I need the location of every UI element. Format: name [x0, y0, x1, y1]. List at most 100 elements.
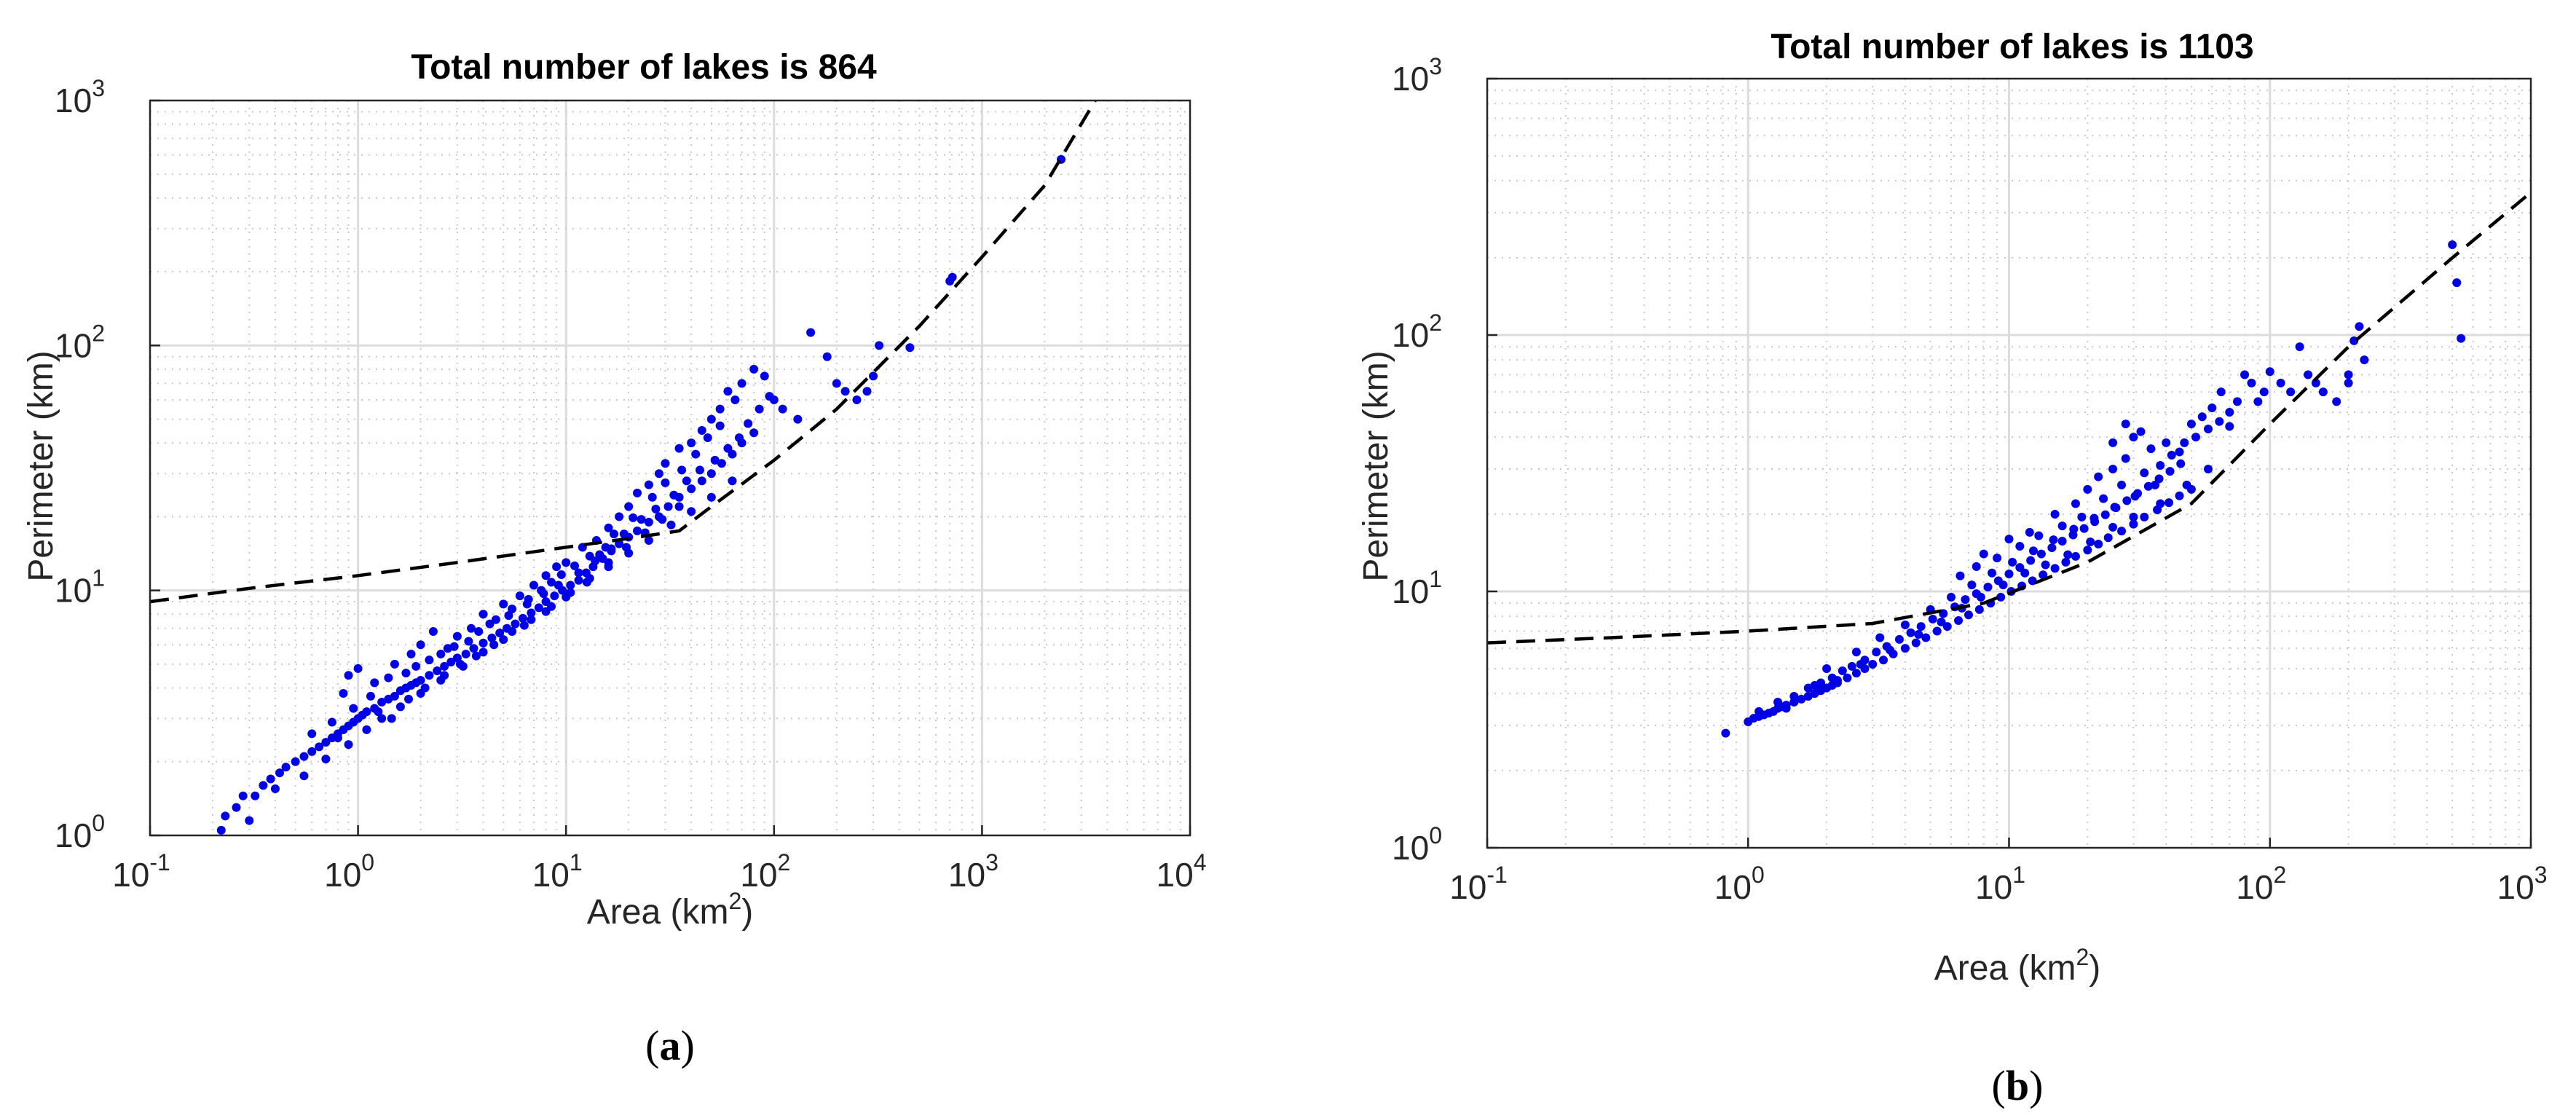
data-point — [832, 379, 841, 388]
data-point — [661, 478, 670, 487]
data-point — [687, 438, 696, 448]
data-point — [1797, 694, 1806, 704]
data-point — [315, 742, 324, 752]
data-point — [2083, 546, 2092, 555]
data-point — [2165, 498, 2174, 508]
data-point — [534, 603, 543, 613]
data-point — [1906, 628, 1915, 637]
data-point — [651, 504, 661, 513]
data-point — [2165, 467, 2175, 476]
data-point — [749, 428, 759, 438]
x-tick-base: 10 — [2497, 868, 2534, 906]
y-tick-base: 10 — [55, 572, 92, 610]
x-tick-exponent: 2 — [777, 849, 790, 875]
data-point — [717, 459, 726, 468]
data-point — [2057, 521, 2067, 531]
data-point — [469, 644, 478, 653]
data-point — [2140, 512, 2149, 521]
x-tick-label: 103 — [2497, 862, 2548, 906]
data-point — [370, 678, 379, 688]
data-point — [734, 433, 744, 443]
data-point — [2140, 468, 2149, 478]
data-point — [508, 605, 517, 614]
data-point — [2259, 387, 2269, 397]
x-tick-base: 10 — [532, 856, 570, 894]
data-point — [452, 631, 462, 641]
x-tick-exponent: 3 — [985, 849, 999, 875]
x-tick-exponent: -1 — [1486, 862, 1507, 888]
data-point — [695, 465, 704, 475]
data-point — [647, 492, 657, 502]
data-point — [1856, 659, 1865, 669]
data-point — [2121, 420, 2130, 429]
data-point — [2332, 397, 2341, 406]
data-point — [416, 675, 425, 685]
data-point — [291, 757, 300, 766]
data-point — [2136, 427, 2146, 436]
data-point — [1996, 592, 2006, 602]
data-point — [2063, 550, 2073, 559]
data-point — [574, 575, 583, 585]
data-point — [677, 465, 687, 475]
data-point — [1942, 622, 1952, 631]
data-point — [948, 272, 957, 282]
data-point — [2004, 569, 2014, 578]
data-point — [2117, 480, 2127, 489]
data-point — [518, 613, 527, 623]
data-point — [2247, 378, 2256, 387]
data-point — [416, 640, 425, 650]
data-point — [1921, 633, 1931, 642]
y-axis-label: Perimeter (km) — [1357, 350, 1395, 581]
data-point — [2191, 433, 2201, 442]
data-point — [806, 328, 816, 337]
y-tick-base: 10 — [1392, 60, 1429, 98]
data-point — [2344, 378, 2353, 387]
x-tick-base: 10 — [1449, 868, 1486, 906]
data-point — [570, 561, 580, 570]
data-point — [461, 649, 470, 658]
x-tick-exponent: 2 — [2273, 862, 2286, 888]
data-point — [674, 502, 684, 511]
data-point — [299, 752, 309, 761]
data-point — [508, 626, 517, 636]
data-point — [404, 694, 414, 704]
x-tick-exponent: 0 — [361, 849, 374, 875]
data-point — [1928, 614, 1937, 623]
x-tick-label: 102 — [2236, 862, 2286, 906]
data-point — [1974, 605, 1984, 614]
data-point — [2015, 542, 2025, 551]
data-point — [446, 658, 456, 667]
data-point — [541, 571, 551, 580]
data-point — [411, 661, 421, 671]
data-point — [2047, 543, 2057, 553]
data-point — [321, 755, 331, 764]
panel-caption-letter: a — [660, 1022, 681, 1069]
data-point — [245, 816, 254, 825]
data-point — [697, 476, 706, 486]
data-point — [440, 661, 449, 671]
data-point — [1916, 622, 1926, 631]
data-point — [491, 615, 500, 624]
data-point — [1998, 580, 2008, 590]
y-tick-label: 103 — [1392, 53, 1442, 98]
data-point — [2207, 403, 2217, 412]
data-point — [527, 615, 536, 624]
data-point — [2050, 564, 2060, 573]
data-point — [504, 611, 513, 621]
data-point — [644, 517, 653, 527]
data-point — [822, 352, 832, 361]
y-tick-base: 10 — [1392, 572, 1429, 610]
data-point — [366, 691, 375, 701]
data-point — [1832, 676, 1842, 685]
data-point — [221, 811, 230, 821]
data-point — [632, 488, 642, 497]
y-tick-exponent: 0 — [1429, 822, 1442, 849]
data-point — [2265, 367, 2274, 377]
data-point — [2117, 527, 2127, 536]
data-point — [2186, 420, 2196, 429]
data-point — [464, 637, 473, 646]
data-point — [1976, 592, 1985, 602]
data-point — [1911, 638, 1921, 647]
data-point — [574, 568, 583, 578]
data-point — [604, 558, 613, 567]
